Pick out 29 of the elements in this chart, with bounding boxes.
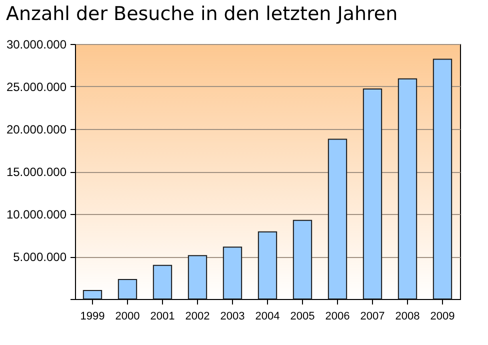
bar [398,78,418,300]
bar [328,138,348,300]
x-tick-label: 2008 [395,310,420,322]
x-tick-label: 2005 [290,310,315,322]
x-tick-label: 2004 [255,310,280,322]
x-tick-label: 2009 [430,310,455,322]
y-tick-label: 10.000.000 [6,208,67,222]
bar [258,231,278,300]
y-tick-label: 30.000.000 [6,38,67,52]
y-tick-label: 5.000.000 [13,250,67,264]
bar [432,58,452,300]
chart-title: Anzahl der Besuche in den letzten Jahren [6,3,398,25]
bar [222,246,242,300]
bar [82,290,102,300]
bar [188,255,208,300]
x-tick-label: 2006 [325,310,350,322]
bar [118,278,138,300]
bar [292,220,312,300]
y-tick-label: 15.000.000 [6,165,67,179]
x-tick-label: 2000 [115,310,140,322]
x-tick-label: 2001 [150,310,175,322]
x-tick-label: 2002 [185,310,210,322]
x-tick-label: 1999 [80,310,105,322]
y-tick-label: 25.000.000 [6,80,67,94]
x-tick-label: 2007 [360,310,385,322]
x-tick-label: 2003 [220,310,245,322]
y-tick-label: 20.000.000 [6,122,67,136]
bar [362,88,382,300]
bar [152,264,172,300]
